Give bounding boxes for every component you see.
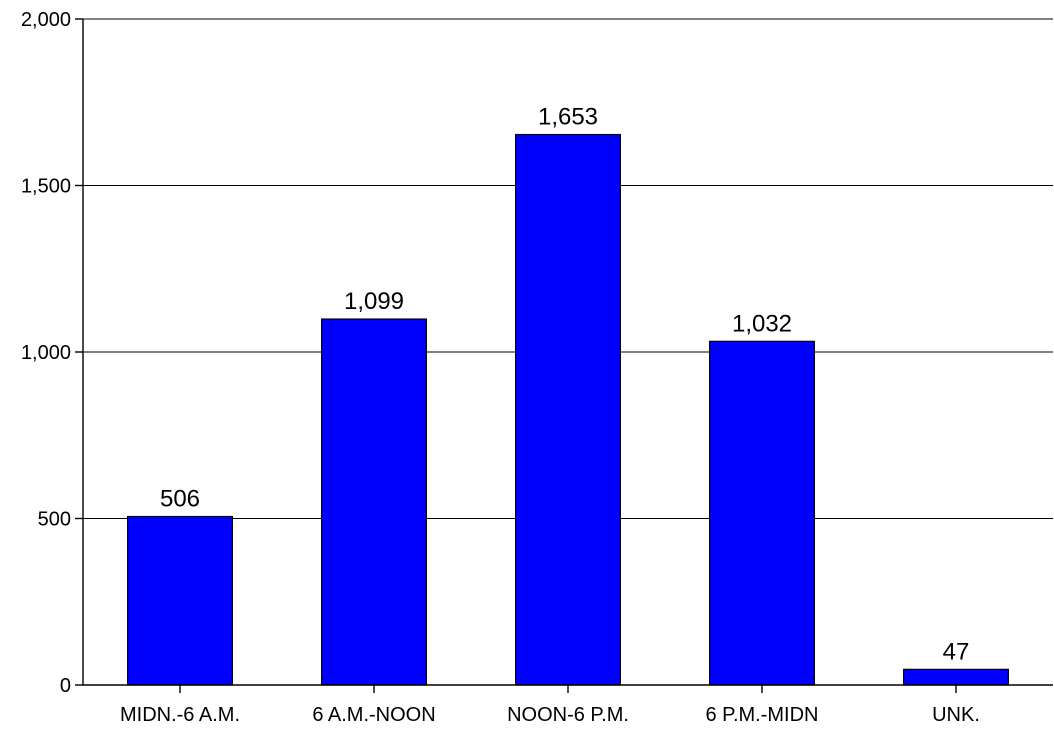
x-tick-label: UNK. bbox=[932, 704, 980, 726]
bar bbox=[903, 668, 1009, 686]
y-tick-label: 0 bbox=[60, 675, 71, 697]
data-label: 1,653 bbox=[538, 104, 598, 131]
x-tick-label: 6 A.M.-NOON bbox=[312, 704, 435, 726]
data-label: 47 bbox=[943, 638, 970, 665]
x-tick-label: NOON-6 P.M. bbox=[507, 704, 629, 726]
axes bbox=[75, 18, 1053, 693]
y-tick-label: 500 bbox=[38, 509, 71, 531]
bar bbox=[709, 340, 815, 686]
bar bbox=[127, 515, 233, 686]
y-tick-label: 2,000 bbox=[21, 9, 71, 31]
bar bbox=[321, 318, 427, 686]
data-label: 506 bbox=[160, 486, 200, 513]
data-label: 1,099 bbox=[344, 288, 404, 315]
bar bbox=[515, 133, 621, 686]
x-tick-label: MIDN.-6 A.M. bbox=[120, 704, 240, 726]
y-tick-label: 1,000 bbox=[21, 342, 71, 364]
labels: 0 500 1,000 1,500 2,000 506 MIDN.-6 A.M. 1,099 6… bbox=[21, 9, 980, 726]
bars bbox=[127, 133, 1009, 686]
y-tick-label: 1,500 bbox=[21, 176, 71, 198]
x-tick-label: 6 P.M.-MIDN bbox=[706, 704, 819, 726]
data-label: 1,032 bbox=[732, 310, 792, 337]
